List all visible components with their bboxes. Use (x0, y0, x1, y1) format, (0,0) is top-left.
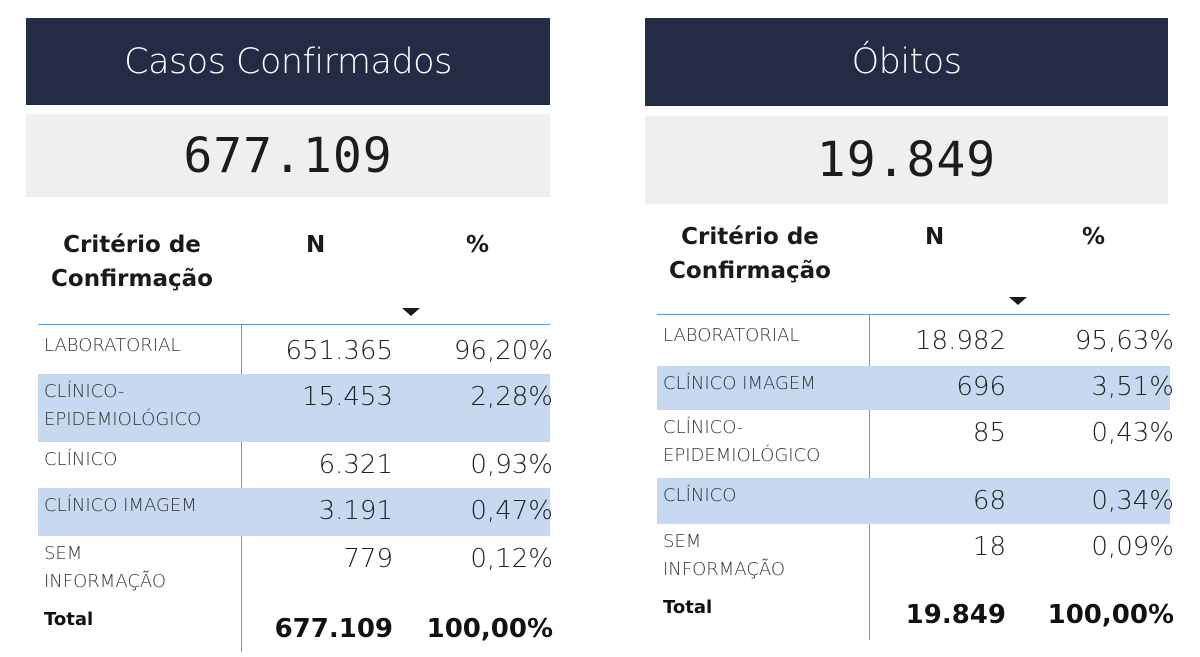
kpi-total-casos: 677.109 (26, 114, 550, 197)
table-row[interactable]: CLÍNICO- EPIDEMIOLÓGICO 85 0,43% (657, 410, 1174, 478)
table-total-row[interactable]: Total 677.109 100,00% (38, 604, 553, 652)
row-label: CLÍNICO IMAGEM (44, 495, 197, 516)
table-total-row[interactable]: Total 19.849 100,00% (657, 592, 1174, 640)
row-value-pct: 2,28% (470, 382, 553, 412)
table-column-divider (869, 314, 870, 640)
row-value-pct: 0,93% (470, 450, 553, 480)
column-header-criterio[interactable]: Critério de Confirmação (669, 224, 831, 284)
row-value-pct: 96,20% (453, 336, 553, 366)
sort-descending-icon[interactable] (1009, 297, 1027, 305)
row-value-n: 6.321 (318, 450, 393, 480)
row-value-n: 19.849 (905, 600, 1006, 630)
row-value-n: 651.365 (285, 336, 393, 366)
row-value-n: 3.191 (318, 496, 393, 526)
row-label: LABORATORIAL (44, 335, 181, 356)
row-value-pct: 0,34% (1091, 486, 1174, 516)
row-value-n: 68 (972, 486, 1006, 516)
kpi-total-obitos: 19.849 (645, 116, 1168, 204)
row-value-n: 18.982 (915, 326, 1006, 356)
row-value-n: 15.453 (302, 382, 393, 412)
row-value-pct: 95,63% (1074, 326, 1174, 356)
row-value-pct: 100,00% (1047, 600, 1174, 630)
row-label: SEM INFORMAÇÃO (663, 531, 786, 580)
row-value-n: 779 (343, 544, 393, 574)
column-header-n[interactable]: N (925, 224, 945, 250)
table-row[interactable]: CLÍNICO- EPIDEMIOLÓGICO 15.453 2,28% (38, 374, 553, 442)
table-row[interactable]: CLÍNICO 6.321 0,93% (38, 442, 553, 488)
row-value-pct: 100,00% (426, 614, 553, 644)
row-value-n: 696 (956, 372, 1006, 402)
sort-descending-icon[interactable] (402, 308, 420, 316)
column-header-criterio[interactable]: Critério de Confirmação (51, 232, 213, 292)
row-label: LABORATORIAL (663, 325, 800, 346)
table-row[interactable]: CLÍNICO IMAGEM 696 3,51% (657, 366, 1174, 410)
panel-title: Óbitos (645, 18, 1168, 106)
row-value-pct: 0,12% (470, 544, 553, 574)
row-label: CLÍNICO- EPIDEMIOLÓGICO (44, 381, 202, 430)
table-top-border (38, 324, 550, 325)
row-label: CLÍNICO IMAGEM (663, 373, 816, 394)
table-row[interactable]: CLÍNICO IMAGEM 3.191 0,47% (38, 488, 553, 536)
row-label: Total (44, 609, 94, 630)
row-label: CLÍNICO (44, 449, 118, 470)
row-value-n: 85 (972, 418, 1006, 448)
table-row[interactable]: LABORATORIAL 18.982 95,63% (657, 318, 1174, 366)
row-value-pct: 0,09% (1091, 532, 1174, 562)
row-label: SEM INFORMAÇÃO (44, 543, 167, 592)
table-row[interactable]: CLÍNICO 68 0,34% (657, 478, 1174, 524)
panel-title: Casos Confirmados (26, 18, 550, 105)
row-value-pct: 0,43% (1091, 418, 1174, 448)
row-value-pct: 3,51% (1091, 372, 1174, 402)
table-row[interactable]: SEM INFORMAÇÃO 779 0,12% (38, 536, 553, 604)
row-label: CLÍNICO- EPIDEMIOLÓGICO (663, 417, 821, 466)
table-row[interactable]: LABORATORIAL 651.365 96,20% (38, 328, 553, 374)
row-label: CLÍNICO (663, 485, 737, 506)
row-value-pct: 0,47% (470, 496, 553, 526)
row-value-n: 18 (972, 532, 1006, 562)
column-header-pct[interactable]: % (1082, 224, 1106, 250)
row-label: Total (663, 597, 713, 618)
table-top-border (657, 314, 1170, 315)
row-value-n: 677.109 (274, 614, 393, 644)
table-row[interactable]: SEM INFORMAÇÃO 18 0,09% (657, 524, 1174, 592)
column-header-pct[interactable]: % (466, 232, 490, 258)
column-header-n[interactable]: N (306, 232, 326, 258)
